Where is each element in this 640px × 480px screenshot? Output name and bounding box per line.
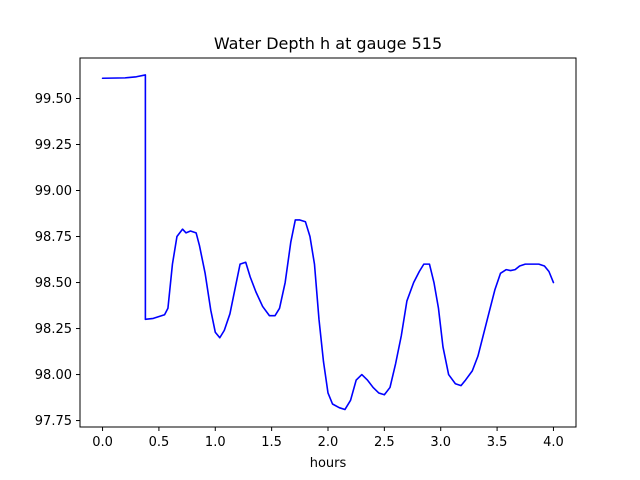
x-tick-label: 3.0 xyxy=(430,435,451,450)
x-axis: 0.0 0.5 1.0 1.5 2.0 2.5 3.0 3.5 4.0 xyxy=(92,427,564,450)
y-tick-label: 98.75 xyxy=(35,230,72,245)
x-tick-label: 2.0 xyxy=(318,435,339,450)
y-tick-label: 99.25 xyxy=(35,138,72,153)
chart-title: Water Depth h at gauge 515 xyxy=(214,34,442,53)
x-axis-label: hours xyxy=(310,456,347,471)
y-tick-label: 99.50 xyxy=(35,92,72,107)
series-layer xyxy=(101,74,555,411)
y-tick-label: 97.75 xyxy=(35,414,72,429)
y-tick-label: 98.00 xyxy=(35,368,72,383)
x-tick-label: 4.0 xyxy=(543,435,564,450)
x-tick-label: 1.5 xyxy=(261,435,282,450)
x-tick-label: 0.0 xyxy=(92,435,113,450)
x-tick-label: 3.5 xyxy=(487,435,508,450)
y-axis: 97.75 98.00 98.25 98.50 98.75 99.00 99.25 99.50 xyxy=(35,92,80,429)
x-tick-label: 2.5 xyxy=(374,435,395,450)
y-tick-label: 98.25 xyxy=(35,322,72,337)
y-tick-label: 99.00 xyxy=(35,184,72,199)
y-tick-label: 98.50 xyxy=(35,276,72,291)
series-line-0 xyxy=(101,74,555,411)
x-tick-label: 1.0 xyxy=(205,435,226,450)
x-tick-label: 0.5 xyxy=(149,435,170,450)
